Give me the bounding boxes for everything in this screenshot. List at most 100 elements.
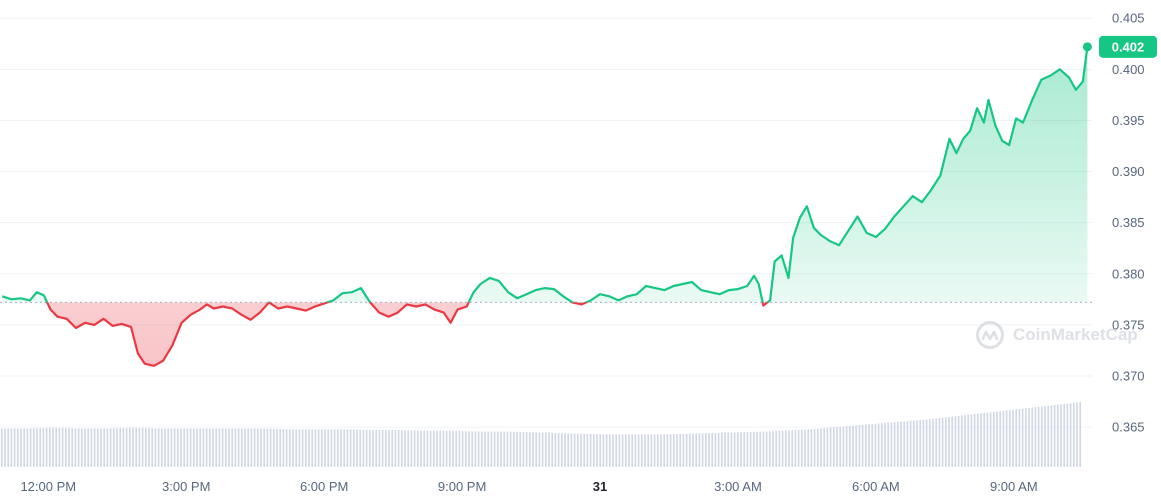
volume-bar <box>836 427 838 467</box>
volume-bar <box>829 427 832 467</box>
volume-bar <box>93 428 96 467</box>
volume-bar <box>189 428 192 467</box>
volume-bar <box>292 429 294 467</box>
volume-bar <box>183 428 185 467</box>
y-tick-label: 0.380 <box>1112 266 1145 281</box>
volume-bar <box>49 427 51 467</box>
volume-bar <box>154 428 157 467</box>
volume-bar <box>957 415 960 467</box>
volume-bar <box>973 414 976 467</box>
volume-bar <box>65 428 67 467</box>
volume-bar <box>589 433 592 467</box>
volume-bar <box>932 418 934 467</box>
volume-bar <box>746 432 749 467</box>
volume-bar <box>564 433 566 467</box>
volume-bar <box>1073 402 1075 467</box>
volume-bar <box>327 429 329 467</box>
y-tick-label: 0.385 <box>1112 215 1145 230</box>
volume-bar <box>634 434 637 467</box>
volume-bar <box>289 429 291 467</box>
volume-bar <box>260 428 262 467</box>
volume-bar <box>29 428 32 467</box>
volume-bar <box>449 430 451 467</box>
y-tick-label: 0.375 <box>1112 317 1145 332</box>
volume-bar <box>269 428 272 467</box>
current-price-value: 0.402 <box>1112 39 1145 54</box>
volume-bar <box>180 428 182 467</box>
volume-bar <box>391 430 393 467</box>
volume-bar <box>519 431 521 467</box>
volume-bar <box>1047 405 1049 467</box>
volume-bar <box>500 431 502 467</box>
volume-bar <box>916 420 918 467</box>
volume-bar <box>903 421 905 467</box>
volume-bar <box>721 432 723 467</box>
volume-bar <box>461 431 464 467</box>
volume-bar <box>609 434 611 467</box>
volume-bar <box>823 428 825 467</box>
volume-bar <box>724 432 726 467</box>
volume-bar <box>215 428 217 467</box>
volume-bar <box>986 412 989 467</box>
volume-bar <box>817 428 819 467</box>
volume-bar <box>535 432 537 467</box>
volume-bar <box>935 418 937 467</box>
volume-bar <box>55 427 57 467</box>
volume-bar <box>433 430 435 467</box>
volume-bar <box>586 433 589 467</box>
volume-bar <box>807 429 809 467</box>
volume-bar <box>615 434 617 467</box>
volume-bar <box>52 427 54 467</box>
volume-bar <box>641 434 643 467</box>
volume-bar <box>625 434 627 467</box>
volume-bar <box>378 430 381 467</box>
volume-bar <box>631 434 633 467</box>
volume-bar <box>106 428 109 467</box>
volume-bar <box>596 434 598 467</box>
volume-bar <box>340 429 342 467</box>
volume-bar <box>228 428 230 467</box>
volume-bar <box>561 433 563 467</box>
volume-bar <box>938 417 941 467</box>
volume-bar <box>1031 407 1033 467</box>
volume-bar <box>628 434 630 467</box>
volume-bar <box>497 431 499 467</box>
volume-bar <box>765 431 768 467</box>
volume-bar <box>676 433 678 467</box>
volume-bar <box>529 432 531 467</box>
volume-bar <box>570 433 573 467</box>
volume-bar <box>465 431 467 467</box>
y-tick-label: 0.395 <box>1112 113 1145 128</box>
volume-bar <box>39 428 41 467</box>
volume-bar <box>669 434 672 467</box>
volume-bar <box>359 429 361 467</box>
volume-bar <box>948 416 950 467</box>
volume-bar <box>522 432 525 467</box>
volume-bar <box>548 432 550 467</box>
volume-bar <box>74 428 77 467</box>
volume-bar <box>762 431 765 467</box>
volume-bar <box>788 430 790 467</box>
volume-bar <box>970 414 973 467</box>
volume-bar <box>996 411 998 467</box>
price-area-down <box>2 302 1088 366</box>
volume-bar <box>861 424 864 467</box>
volume-bar <box>445 430 448 467</box>
volume-bar <box>602 434 605 467</box>
volume-bar <box>330 429 333 467</box>
volume-bar <box>964 415 966 467</box>
volume-bar <box>820 428 822 467</box>
volume-bar <box>420 430 422 467</box>
volume-bar <box>881 423 883 467</box>
volume-bar <box>484 431 486 467</box>
volume-bar <box>26 428 29 467</box>
volume-bar <box>1066 403 1069 467</box>
volume-bar <box>826 427 829 467</box>
volume-bar <box>157 428 160 467</box>
volume-bar <box>61 428 64 467</box>
volume-bar <box>170 428 173 467</box>
x-tick-label: 9:00 PM <box>438 479 486 494</box>
volume-bar <box>7 428 9 467</box>
volume-bar <box>781 430 784 467</box>
